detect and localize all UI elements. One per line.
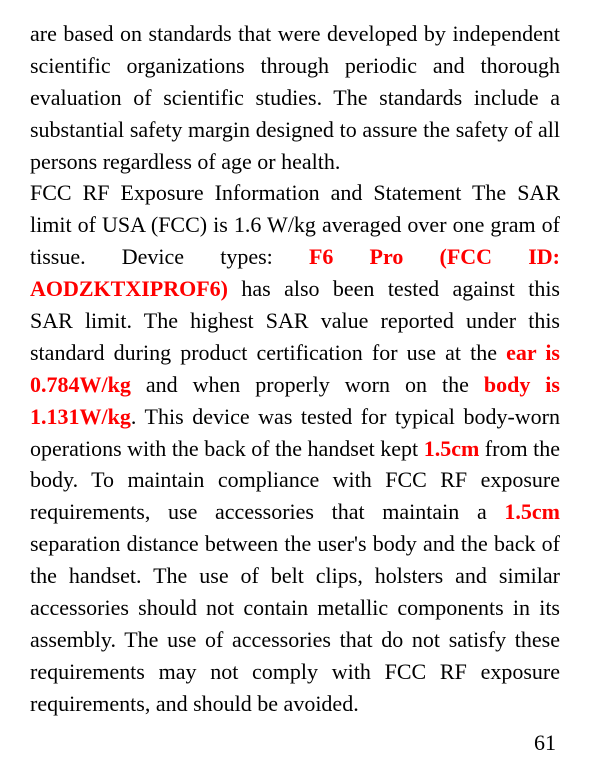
paragraph-1: are based on standards that were develop… (30, 18, 560, 177)
distance-1-bold: 1.5cm (424, 436, 480, 461)
document-page: are based on standards that were develop… (0, 0, 590, 770)
page-number: 61 (534, 730, 556, 756)
para1-text: are based on standards that were develop… (30, 21, 560, 174)
para2-lead3: and when properly worn on the (131, 372, 484, 397)
para2-lead6: separation distance between the user's b… (30, 531, 560, 715)
distance-2-bold: 1.5cm (504, 499, 560, 524)
paragraph-2: FCC RF Exposure Information and Statemen… (30, 177, 560, 719)
